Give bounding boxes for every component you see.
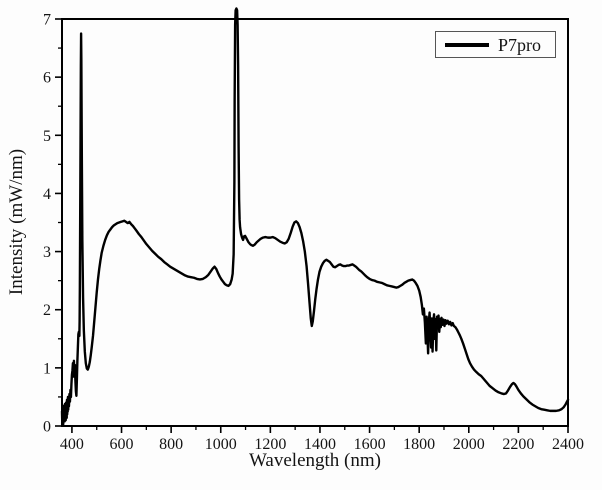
legend-label: P7pro (498, 34, 542, 55)
legend-line-sample (445, 42, 489, 47)
x-tick-label: 800 (159, 436, 183, 453)
x-tick-label: 400 (60, 436, 84, 453)
x-axis-title: Wavelength (nm) (249, 450, 381, 471)
axes-frame (61, 18, 569, 427)
y-tick-label: 6 (43, 70, 51, 87)
y-tick-label: 2 (43, 302, 51, 319)
y-tick-label: 0 (43, 419, 51, 436)
x-tick-label: 2200 (502, 436, 534, 453)
y-axis-title: Intensity (mW/nm) (6, 148, 27, 296)
y-tick-label: 7 (43, 12, 51, 29)
x-tick-label: 2000 (453, 436, 485, 453)
x-tick-label: 1200 (254, 436, 286, 453)
spectrum-curve (60, 7, 570, 426)
x-tick-label: 2400 (552, 436, 584, 453)
y-tick-label: 5 (43, 128, 51, 145)
x-tick-label: 1800 (403, 436, 435, 453)
x-tick-label: 1000 (205, 436, 237, 453)
x-tick-label: 600 (110, 436, 134, 453)
y-tick-label: 1 (43, 360, 51, 377)
x-tick-label: 1400 (304, 436, 336, 453)
y-tick-label: 3 (43, 244, 51, 261)
legend: P7pro (435, 31, 556, 58)
y-tick-label: 4 (43, 186, 51, 203)
x-tick-label: 1600 (354, 436, 386, 453)
